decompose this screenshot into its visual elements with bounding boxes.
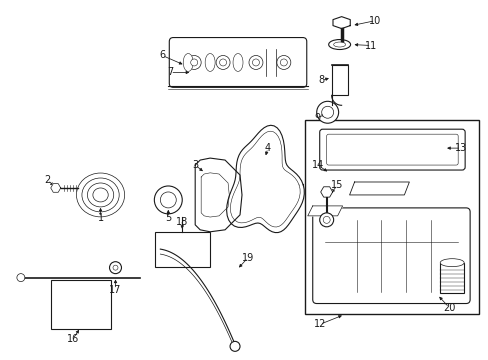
Ellipse shape (76, 173, 124, 217)
Text: 5: 5 (165, 213, 171, 223)
Ellipse shape (183, 54, 193, 71)
Text: 4: 4 (264, 143, 270, 153)
Text: 15: 15 (331, 180, 343, 190)
Circle shape (154, 186, 182, 214)
Ellipse shape (439, 259, 463, 267)
Text: 6: 6 (159, 50, 165, 60)
Text: 10: 10 (368, 15, 381, 26)
Bar (304, 120, 478, 315)
Ellipse shape (82, 178, 119, 212)
Text: 8: 8 (318, 75, 324, 85)
Circle shape (216, 55, 229, 69)
Circle shape (17, 274, 25, 282)
Polygon shape (320, 187, 332, 197)
Circle shape (113, 265, 118, 270)
Bar (155, 232, 210, 267)
Circle shape (319, 213, 333, 227)
Text: 20: 20 (442, 302, 454, 312)
Polygon shape (51, 184, 61, 192)
Polygon shape (349, 182, 408, 195)
FancyBboxPatch shape (319, 129, 464, 170)
Polygon shape (307, 206, 342, 216)
Text: 14: 14 (311, 160, 323, 170)
Circle shape (248, 55, 263, 69)
Ellipse shape (333, 42, 345, 47)
Circle shape (316, 101, 338, 123)
Circle shape (109, 262, 121, 274)
Bar (51, 280, 110, 329)
Circle shape (323, 216, 329, 223)
Bar (331, 66, 347, 95)
Text: 11: 11 (365, 41, 377, 50)
Ellipse shape (205, 54, 215, 71)
Bar (439, 263, 463, 293)
Circle shape (160, 192, 176, 208)
Ellipse shape (328, 40, 350, 50)
Circle shape (187, 55, 201, 69)
Circle shape (276, 55, 290, 69)
Text: 7: 7 (167, 67, 173, 77)
Text: 18: 18 (176, 217, 188, 227)
Ellipse shape (93, 188, 108, 202)
Circle shape (229, 341, 240, 351)
Circle shape (252, 59, 259, 66)
Circle shape (219, 59, 226, 66)
Circle shape (280, 59, 287, 66)
Text: 17: 17 (109, 284, 122, 294)
FancyBboxPatch shape (326, 134, 457, 165)
Text: 9: 9 (314, 113, 320, 123)
Ellipse shape (87, 183, 114, 207)
Ellipse shape (233, 54, 243, 71)
Text: 13: 13 (454, 143, 467, 153)
Text: 12: 12 (313, 319, 325, 329)
Text: 3: 3 (192, 160, 198, 170)
Polygon shape (226, 125, 304, 233)
Polygon shape (195, 158, 242, 232)
FancyBboxPatch shape (169, 37, 306, 87)
Text: 19: 19 (242, 253, 254, 263)
Text: 16: 16 (66, 334, 79, 345)
Circle shape (321, 106, 333, 118)
Circle shape (190, 59, 197, 66)
Polygon shape (332, 17, 349, 28)
Text: 2: 2 (44, 175, 51, 185)
FancyBboxPatch shape (312, 208, 469, 303)
Text: 1: 1 (97, 213, 103, 223)
